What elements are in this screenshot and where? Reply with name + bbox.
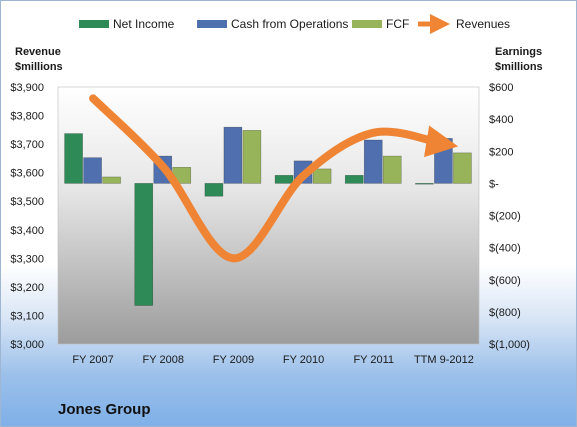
right-tick-label-7: $400	[489, 114, 513, 126]
left-tick-label-5: $3,500	[10, 196, 44, 208]
left-axis-title-line1: Revenue	[15, 46, 61, 58]
x-tick-label-fy-2009: FY 2009	[213, 354, 254, 366]
x-tick-label-fy-2011: FY 2011	[353, 354, 394, 366]
bar-net-income-fy-2007	[64, 133, 83, 184]
bar-net-income-fy-2011	[344, 175, 364, 184]
x-tick-label-fy-2008: FY 2008	[143, 354, 184, 366]
left-tick-label-8: $3,800	[10, 111, 44, 123]
left-tick-label-2: $3,200	[10, 282, 44, 294]
left-tick-label-7: $3,700	[10, 139, 44, 151]
legend-label-cash-from-operations: Cash from Operations	[231, 17, 348, 31]
x-tick-label-ttm-9-2012: TTM 9-2012	[414, 354, 474, 366]
bar-fcf-fy-2009	[242, 130, 262, 184]
right-tick-label-5: $-	[489, 178, 499, 190]
legend-swatch-cash-from-operations	[197, 20, 227, 28]
bar-fcf-fy-2007	[102, 176, 121, 184]
bar-net-income-fy-2010	[274, 175, 294, 184]
left-tick-label-4: $3,400	[10, 225, 44, 237]
legend-label-fcf: FCF	[386, 17, 409, 31]
right-tick-label-0: $(1,000)	[489, 339, 530, 351]
bar-fcf-fy-2011	[382, 155, 402, 184]
bar-cash-from-operations-fy-2011	[363, 139, 383, 184]
bar-net-income-fy-2009	[204, 183, 224, 197]
left-tick-label-1: $3,100	[10, 310, 44, 322]
legend-swatch-fcf	[352, 20, 382, 28]
right-tick-label-6: $200	[489, 146, 513, 158]
right-tick-label-3: $(400)	[489, 243, 521, 255]
legend: Net Income Cash from Operations FCF Reve…	[79, 14, 510, 34]
bar-cash-from-operations-fy-2009	[223, 126, 243, 184]
legend-label-net-income: Net Income	[113, 17, 175, 31]
company-name: Jones Group	[58, 401, 151, 418]
left-tick-label-3: $3,300	[10, 253, 44, 265]
right-tick-label-2: $(600)	[489, 275, 521, 287]
bar-net-income-ttm-9-2012	[415, 183, 434, 185]
right-tick-label-1: $(800)	[489, 307, 521, 319]
x-tick-label-fy-2007: FY 2007	[72, 354, 113, 366]
right-tick-label-4: $(200)	[489, 211, 521, 223]
legend-swatch-net-income	[79, 20, 109, 28]
line-revenues	[89, 94, 459, 263]
left-axis: $3,000 $3,100 $3,200 $3,300 $3,400 $3,500 $3,6…	[10, 82, 44, 351]
x-tick-label-fy-2010: FY 2010	[283, 354, 324, 366]
bar-fcf-ttm-9-2012	[453, 152, 472, 184]
right-axis: $(1,000) $(800) $(600) $(400) $(200) $- $200 $4…	[489, 82, 530, 351]
bar-net-income-fy-2008	[134, 183, 154, 306]
bar-cash-from-operations-fy-2007	[83, 157, 102, 184]
line-layer	[89, 94, 459, 263]
right-axis-title-line2: $millions	[495, 61, 543, 73]
left-axis-title-line2: $millions	[15, 61, 63, 73]
left-tick-label-0: $3,000	[10, 339, 44, 351]
legend-label-revenues: Revenues	[456, 17, 510, 31]
left-tick-label-6: $3,600	[10, 168, 44, 180]
x-axis: FY 2007 FY 2008 FY 2009 FY 2010 FY 2011 TTM 9…	[72, 354, 473, 366]
left-tick-label-9: $3,900	[10, 82, 44, 94]
right-tick-label-8: $600	[489, 82, 513, 94]
bar-fcf-fy-2010	[312, 168, 332, 184]
right-axis-title-line1: Earnings	[495, 46, 542, 58]
